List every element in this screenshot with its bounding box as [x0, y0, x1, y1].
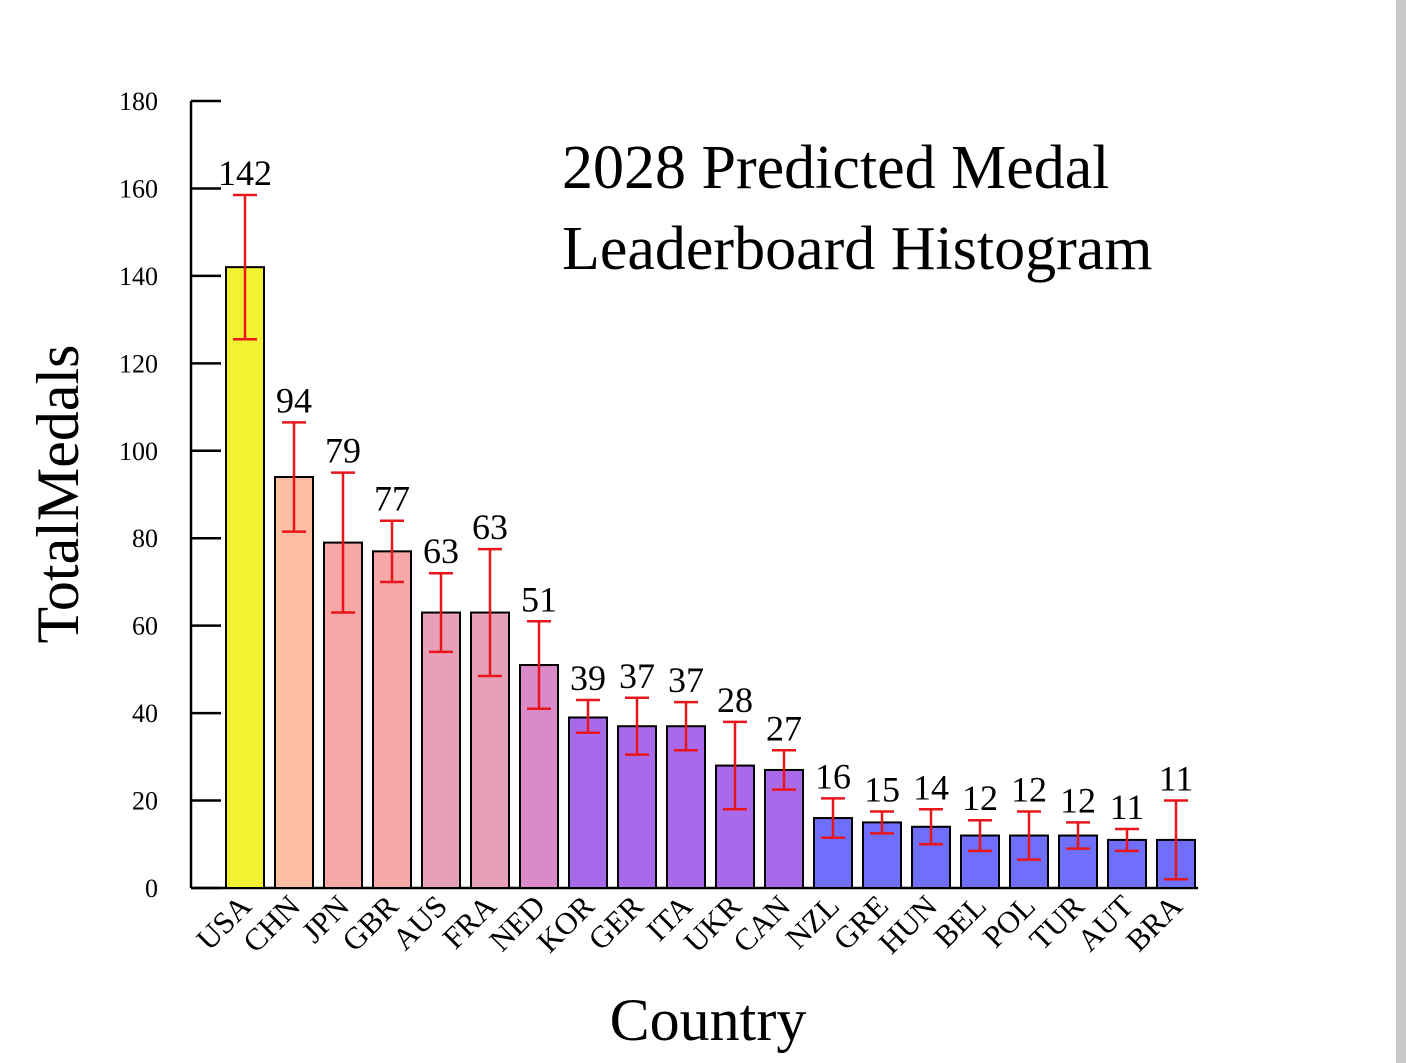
data-label: 37 [668, 660, 704, 700]
y-tick-label: 160 [119, 174, 158, 203]
data-label: 12 [962, 778, 998, 818]
chart-title-line-1: 2028 Predicted Medal [562, 134, 1110, 202]
y-tick-label: 40 [132, 699, 158, 728]
data-label: 142 [218, 153, 272, 193]
y-tick-label: 20 [132, 787, 158, 816]
y-tick-label: 60 [132, 612, 158, 641]
bar-ned [519, 664, 559, 889]
x-axis-label: Country [610, 987, 807, 1053]
data-label: 63 [423, 531, 459, 571]
bar-kor [568, 716, 608, 889]
bar-aus [421, 611, 461, 889]
window-scrollbar[interactable] [1396, 0, 1406, 1063]
chart-title-line-2: Leaderboard Histogram [562, 215, 1152, 283]
data-label: 63 [472, 507, 508, 547]
bar-gbr [372, 550, 412, 889]
data-label: 51 [521, 579, 557, 619]
data-label: 16 [815, 756, 851, 796]
data-label: 79 [325, 431, 361, 471]
data-label: 12 [1060, 780, 1096, 820]
y-axis-label: TotalMedals [25, 344, 91, 643]
y-tick-label: 140 [119, 262, 158, 291]
data-label: 77 [374, 479, 410, 519]
y-tick-label: 80 [132, 524, 158, 553]
data-label: 11 [1159, 759, 1194, 799]
bar-chn [274, 476, 314, 889]
data-label: 11 [1110, 787, 1145, 827]
data-label: 14 [913, 767, 949, 807]
data-label: 39 [570, 658, 606, 698]
data-label: 15 [864, 769, 900, 809]
y-tick-label: 100 [119, 437, 158, 466]
y-tick-label: 0 [145, 874, 158, 903]
data-label: 27 [766, 708, 802, 748]
bar-usa [225, 266, 265, 889]
bar-bel [960, 834, 1000, 889]
data-label: 28 [717, 680, 753, 720]
data-label: 37 [619, 656, 655, 696]
bar-ita [666, 725, 706, 889]
y-tick-label: 180 [119, 87, 158, 116]
data-label: 94 [276, 380, 312, 420]
x-tick-label: BRA [1119, 888, 1189, 958]
y-tick-label: 120 [119, 349, 158, 378]
data-label: 12 [1011, 769, 1047, 809]
